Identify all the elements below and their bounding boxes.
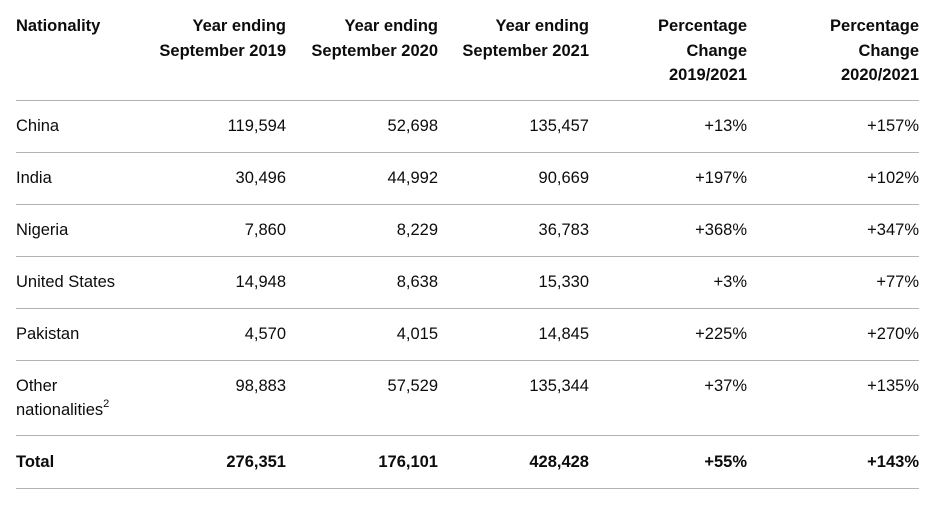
- cell-nationality-line2-text: nationalities: [16, 400, 104, 419]
- cell-y2020: 8,638: [286, 256, 438, 309]
- footnote-marker: 2: [103, 398, 110, 410]
- cell-y2020: 44,992: [286, 152, 438, 205]
- cell-y2019: 30,496: [146, 152, 286, 205]
- cell-nationality: Pakistan: [16, 308, 146, 361]
- header-year-2019-line1: Year ending: [192, 17, 286, 35]
- cell-y2020: 52,698: [286, 100, 438, 153]
- cell-y2020: 4,015: [286, 308, 438, 361]
- header-nationality-text: Nationality: [16, 17, 101, 35]
- cell-nationality: Nigeria: [16, 204, 146, 257]
- table-row: United States 14,948 8,638 15,330 +3% +7…: [16, 256, 919, 309]
- cell-nationality-line2: nationalities2: [16, 398, 138, 422]
- cell-y2021: 135,344: [438, 360, 589, 436]
- cell-pct-2019-2021: +197%: [589, 152, 747, 205]
- cell-nationality: United States: [16, 256, 146, 309]
- header-year-2019-line2: September 2019: [159, 41, 286, 60]
- cell-pct-2019-2021: +368%: [589, 204, 747, 257]
- header-year-2020: Year ending September 2020: [286, 12, 438, 101]
- cell-pct-2020-2021: +102%: [747, 152, 919, 205]
- cell-total-pct-2020-2021: +143%: [747, 435, 919, 489]
- cell-nationality: Other nationalities2: [16, 360, 146, 436]
- table-row: China 119,594 52,698 135,457 +13% +157%: [16, 100, 919, 153]
- cell-nationality-line1: Other: [16, 376, 58, 395]
- nationality-table: Nationality Year ending September 2019 Y…: [16, 12, 919, 489]
- cell-nationality: India: [16, 152, 146, 205]
- header-pct-2020-2021-line2: Change: [858, 41, 919, 60]
- cell-total-y2020: 176,101: [286, 435, 438, 489]
- cell-y2019: 14,948: [146, 256, 286, 309]
- cell-nationality: China: [16, 100, 146, 153]
- cell-pct-2020-2021: +157%: [747, 100, 919, 153]
- header-year-2020-line2: September 2020: [311, 41, 438, 60]
- header-year-2021-line1: Year ending: [495, 17, 589, 35]
- table-row: Nigeria 7,860 8,229 36,783 +368% +347%: [16, 204, 919, 257]
- header-pct-2019-2021-line1: Percentage: [658, 17, 747, 35]
- header-pct-2019-2021-line2: Change: [686, 41, 747, 60]
- header-pct-2020-2021-line3: 2020/2021: [841, 66, 919, 84]
- cell-total-pct-2019-2021: +55%: [589, 435, 747, 489]
- header-pct-2019-2021-line3: 2019/2021: [669, 66, 747, 84]
- header-year-2019: Year ending September 2019: [146, 12, 286, 101]
- cell-y2019: 98,883: [146, 360, 286, 436]
- cell-total-label: Total: [16, 435, 146, 489]
- cell-pct-2020-2021: +347%: [747, 204, 919, 257]
- cell-y2020: 57,529: [286, 360, 438, 436]
- cell-y2019: 119,594: [146, 100, 286, 153]
- table-row: India 30,496 44,992 90,669 +197% +102%: [16, 152, 919, 205]
- cell-y2021: 36,783: [438, 204, 589, 257]
- header-year-2021-line2: September 2021: [462, 41, 589, 60]
- header-year-2021: Year ending September 2021: [438, 12, 589, 101]
- cell-total-y2021: 428,428: [438, 435, 589, 489]
- cell-pct-2020-2021: +77%: [747, 256, 919, 309]
- cell-pct-2020-2021: +270%: [747, 308, 919, 361]
- cell-y2021: 90,669: [438, 152, 589, 205]
- cell-y2021: 135,457: [438, 100, 589, 153]
- cell-pct-2019-2021: +13%: [589, 100, 747, 153]
- table-row: Other nationalities2 98,883 57,529 135,3…: [16, 360, 919, 436]
- cell-y2021: 14,845: [438, 308, 589, 361]
- cell-pct-2019-2021: +225%: [589, 308, 747, 361]
- header-nationality: Nationality: [16, 12, 146, 101]
- header-row: Nationality Year ending September 2019 Y…: [16, 12, 919, 101]
- header-pct-2020-2021: Percentage Change 2020/2021: [747, 12, 919, 101]
- header-year-2020-line1: Year ending: [344, 17, 438, 35]
- total-row: Total 276,351 176,101 428,428 +55% +143%: [16, 435, 919, 489]
- cell-total-y2019: 276,351: [146, 435, 286, 489]
- header-pct-2020-2021-line1: Percentage: [830, 17, 919, 35]
- cell-y2019: 7,860: [146, 204, 286, 257]
- cell-y2021: 15,330: [438, 256, 589, 309]
- table-row: Pakistan 4,570 4,015 14,845 +225% +270%: [16, 308, 919, 361]
- cell-pct-2020-2021: +135%: [747, 360, 919, 436]
- cell-y2020: 8,229: [286, 204, 438, 257]
- cell-pct-2019-2021: +37%: [589, 360, 747, 436]
- header-pct-2019-2021: Percentage Change 2019/2021: [589, 12, 747, 101]
- cell-y2019: 4,570: [146, 308, 286, 361]
- cell-pct-2019-2021: +3%: [589, 256, 747, 309]
